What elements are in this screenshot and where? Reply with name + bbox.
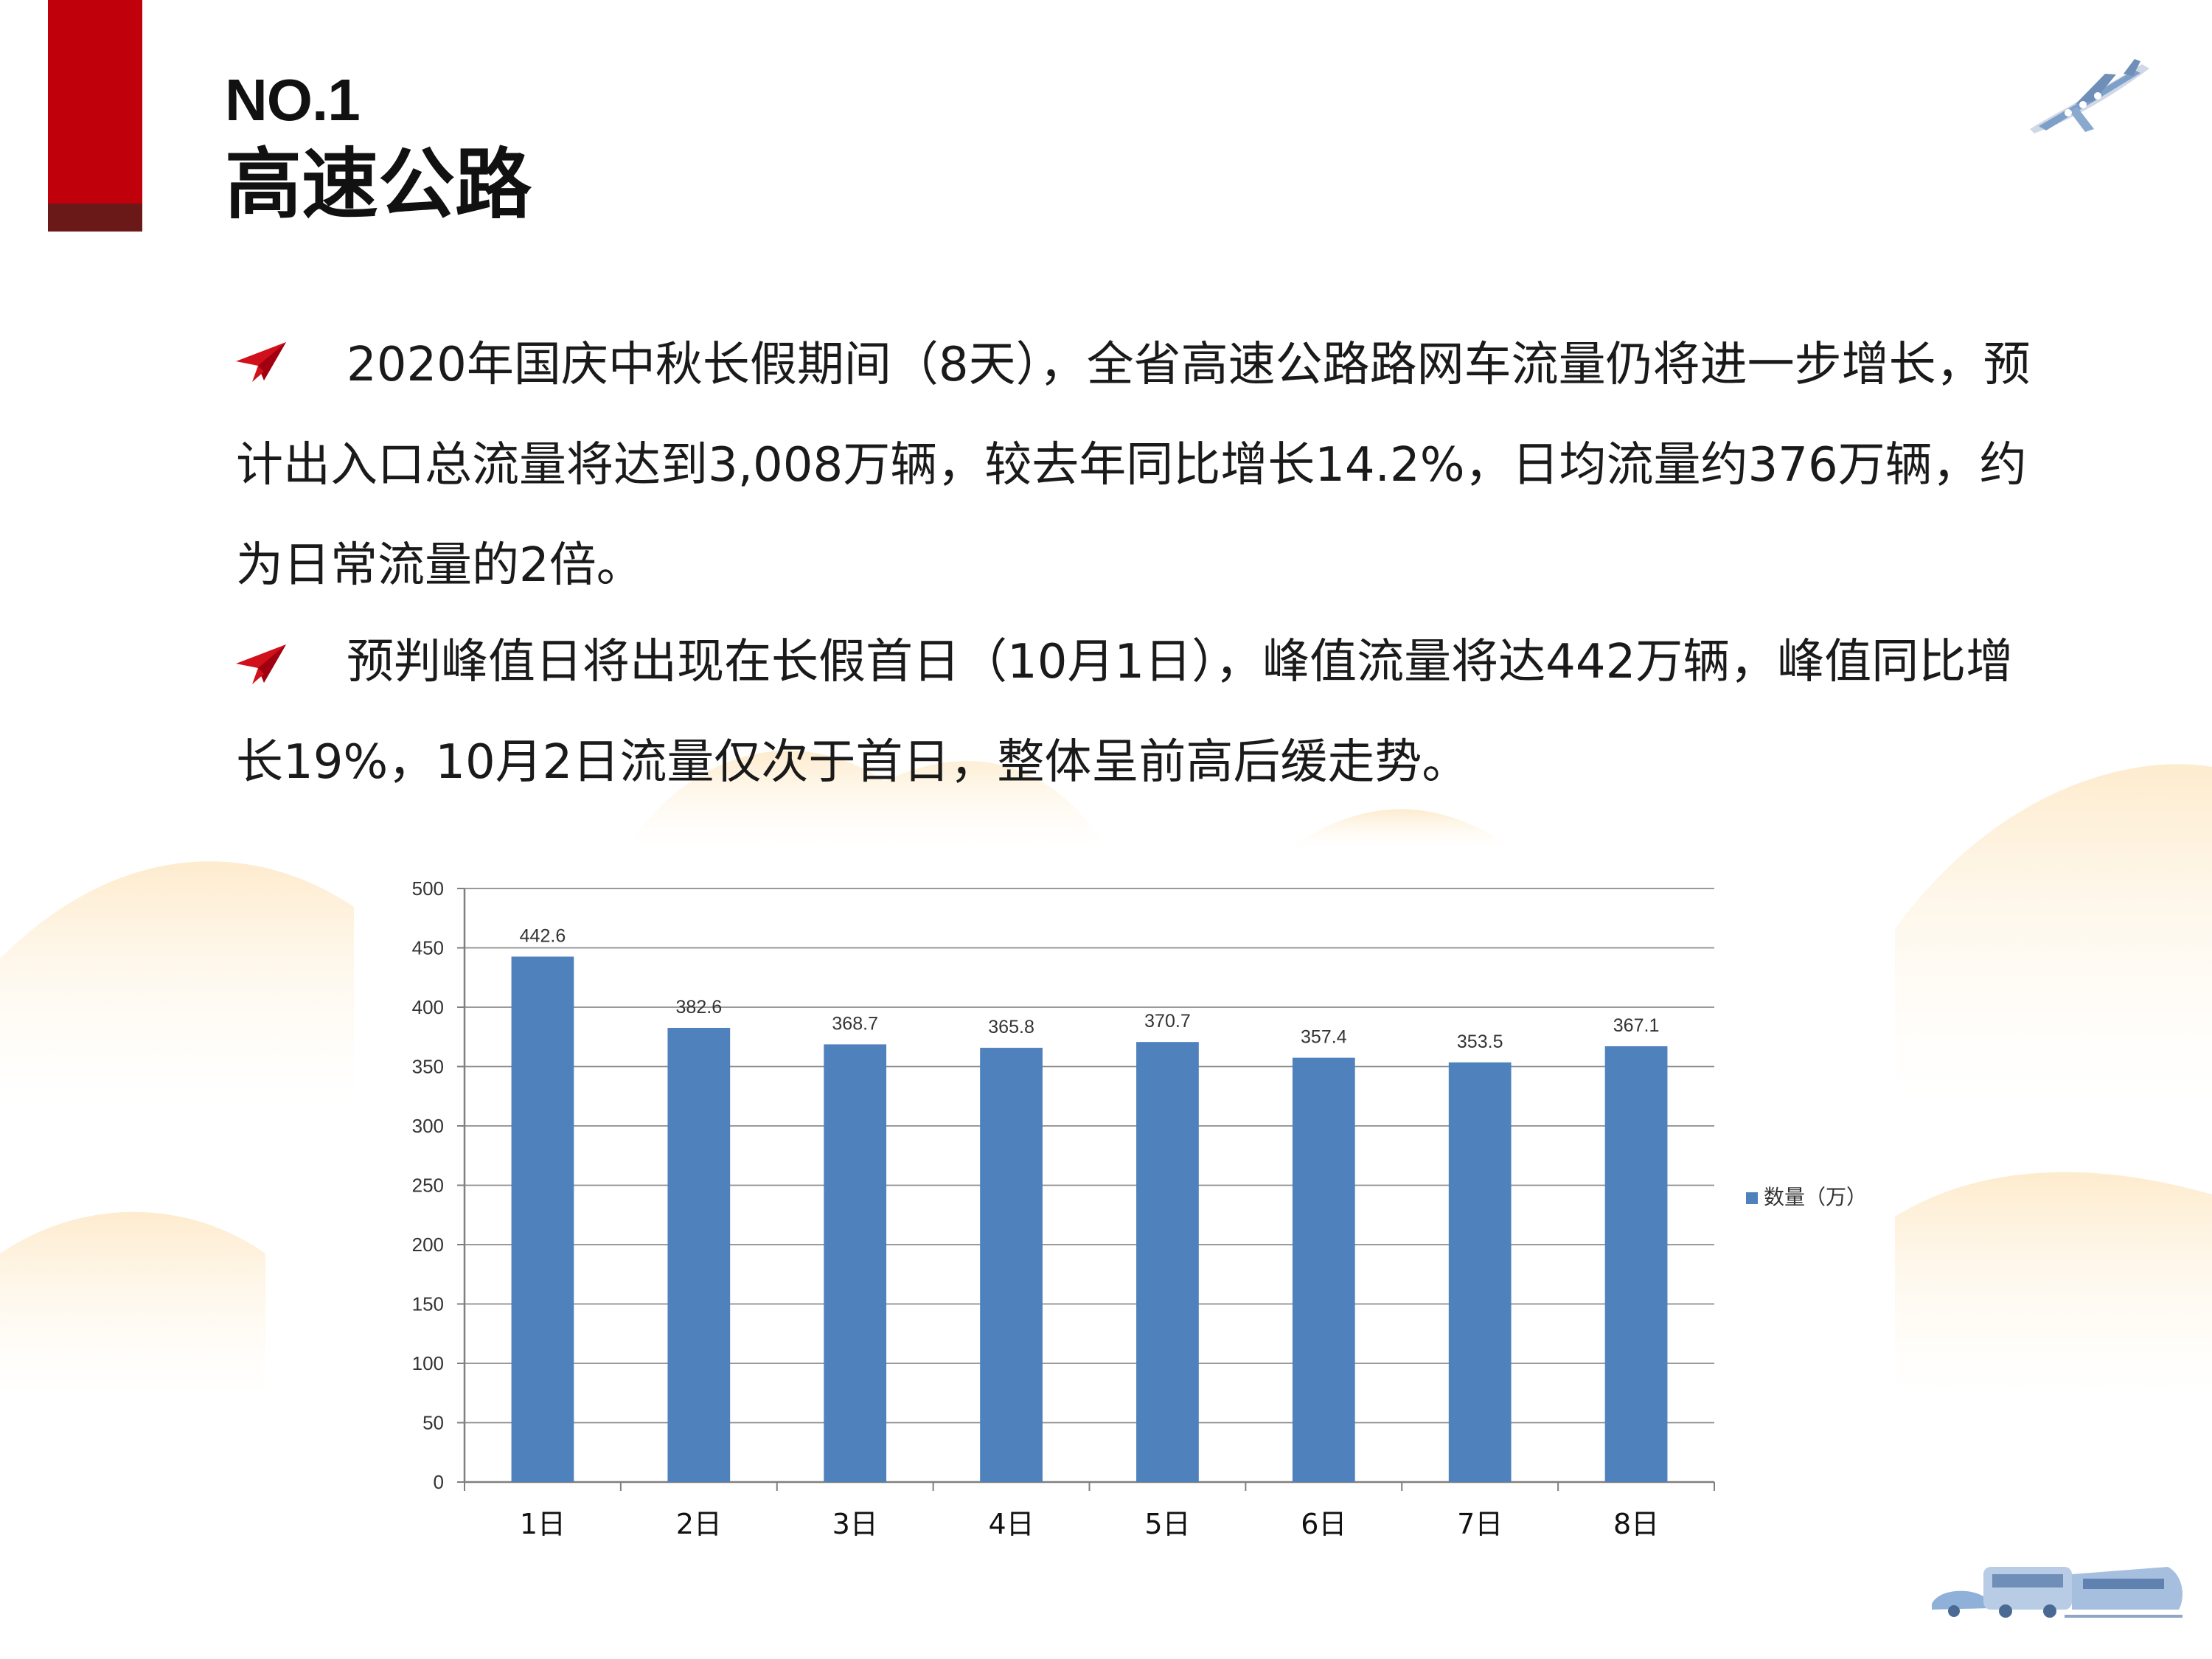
y-tick-label: 450: [412, 937, 444, 959]
airplane-icon: [2030, 59, 2149, 133]
data-label: 357.4: [1301, 1027, 1347, 1048]
legend-swatch: [1746, 1192, 1758, 1204]
y-tick-label: 0: [434, 1471, 444, 1493]
x-tick-label: 6日: [1301, 1508, 1346, 1540]
data-label: 367.1: [1613, 1015, 1660, 1036]
header-accent-bar: [48, 0, 142, 232]
paragraph-text: 预判峰值日将出现在长假首日（10月1日），峰值流量将达442万辆，峰值同比增长1…: [236, 635, 2014, 790]
y-tick-label: 300: [412, 1115, 444, 1137]
y-tick-label: 200: [412, 1234, 444, 1256]
x-tick-label: 8日: [1613, 1508, 1659, 1540]
bar: [667, 1028, 731, 1482]
x-tick-label: 3日: [832, 1508, 878, 1540]
paper-plane-icon: [236, 342, 286, 382]
section-number: NO.1: [225, 67, 361, 133]
bar: [980, 1048, 1043, 1482]
page-title: 高速公路: [225, 139, 532, 229]
x-tick-label: 2日: [676, 1508, 722, 1540]
x-tick-label: 4日: [988, 1508, 1034, 1540]
y-tick-label: 400: [412, 996, 444, 1018]
data-label: 365.8: [988, 1017, 1034, 1037]
paragraph-peak-forecast: 预判峰值日将出现在长假首日（10月1日），峰值流量将达442万辆，峰值同比增长1…: [236, 612, 2035, 813]
bar: [1604, 1046, 1668, 1482]
y-tick-label: 150: [412, 1293, 444, 1315]
x-tick-label: 7日: [1457, 1508, 1503, 1540]
data-label: 382.6: [676, 997, 723, 1018]
paragraph-highway-forecast: 2020年国庆中秋长假期间（8天），全省高速公路路网车流量仍将进一步增长，预计出…: [236, 315, 2035, 616]
bar: [1448, 1062, 1512, 1482]
legend-label: 数量（万）: [1764, 1185, 1867, 1209]
vehicles-icon: [1932, 1567, 2183, 1618]
x-tick-label: 5日: [1144, 1508, 1190, 1540]
data-label: 353.5: [1457, 1032, 1503, 1052]
data-label: 442.6: [520, 925, 566, 946]
y-tick-label: 100: [412, 1352, 444, 1374]
y-tick-label: 500: [412, 877, 444, 900]
chart-panel: 0 50 100 150 200 250 300 350 400 450 500 442.6 1日 382…: [369, 852, 1895, 1567]
bar: [1292, 1057, 1355, 1482]
header-accent-bar-base: [48, 204, 142, 232]
y-tick-label: 250: [412, 1175, 444, 1197]
paper-plane-icon: [236, 644, 286, 684]
bar: [1136, 1042, 1199, 1482]
y-tick-label: 350: [412, 1056, 444, 1078]
data-label: 370.7: [1144, 1011, 1191, 1032]
y-tick-label: 50: [422, 1412, 444, 1434]
paragraph-text: 2020年国庆中秋长假期间（8天），全省高速公路路网车流量仍将进一步增长，预计出…: [236, 338, 2031, 593]
x-tick-label: 1日: [520, 1508, 566, 1540]
bar: [824, 1044, 887, 1482]
bar-chart: 0 50 100 150 200 250 300 350 400 450 500 442.6 1日 382…: [412, 877, 1867, 1540]
data-label: 368.7: [832, 1013, 878, 1034]
bar: [511, 956, 574, 1482]
